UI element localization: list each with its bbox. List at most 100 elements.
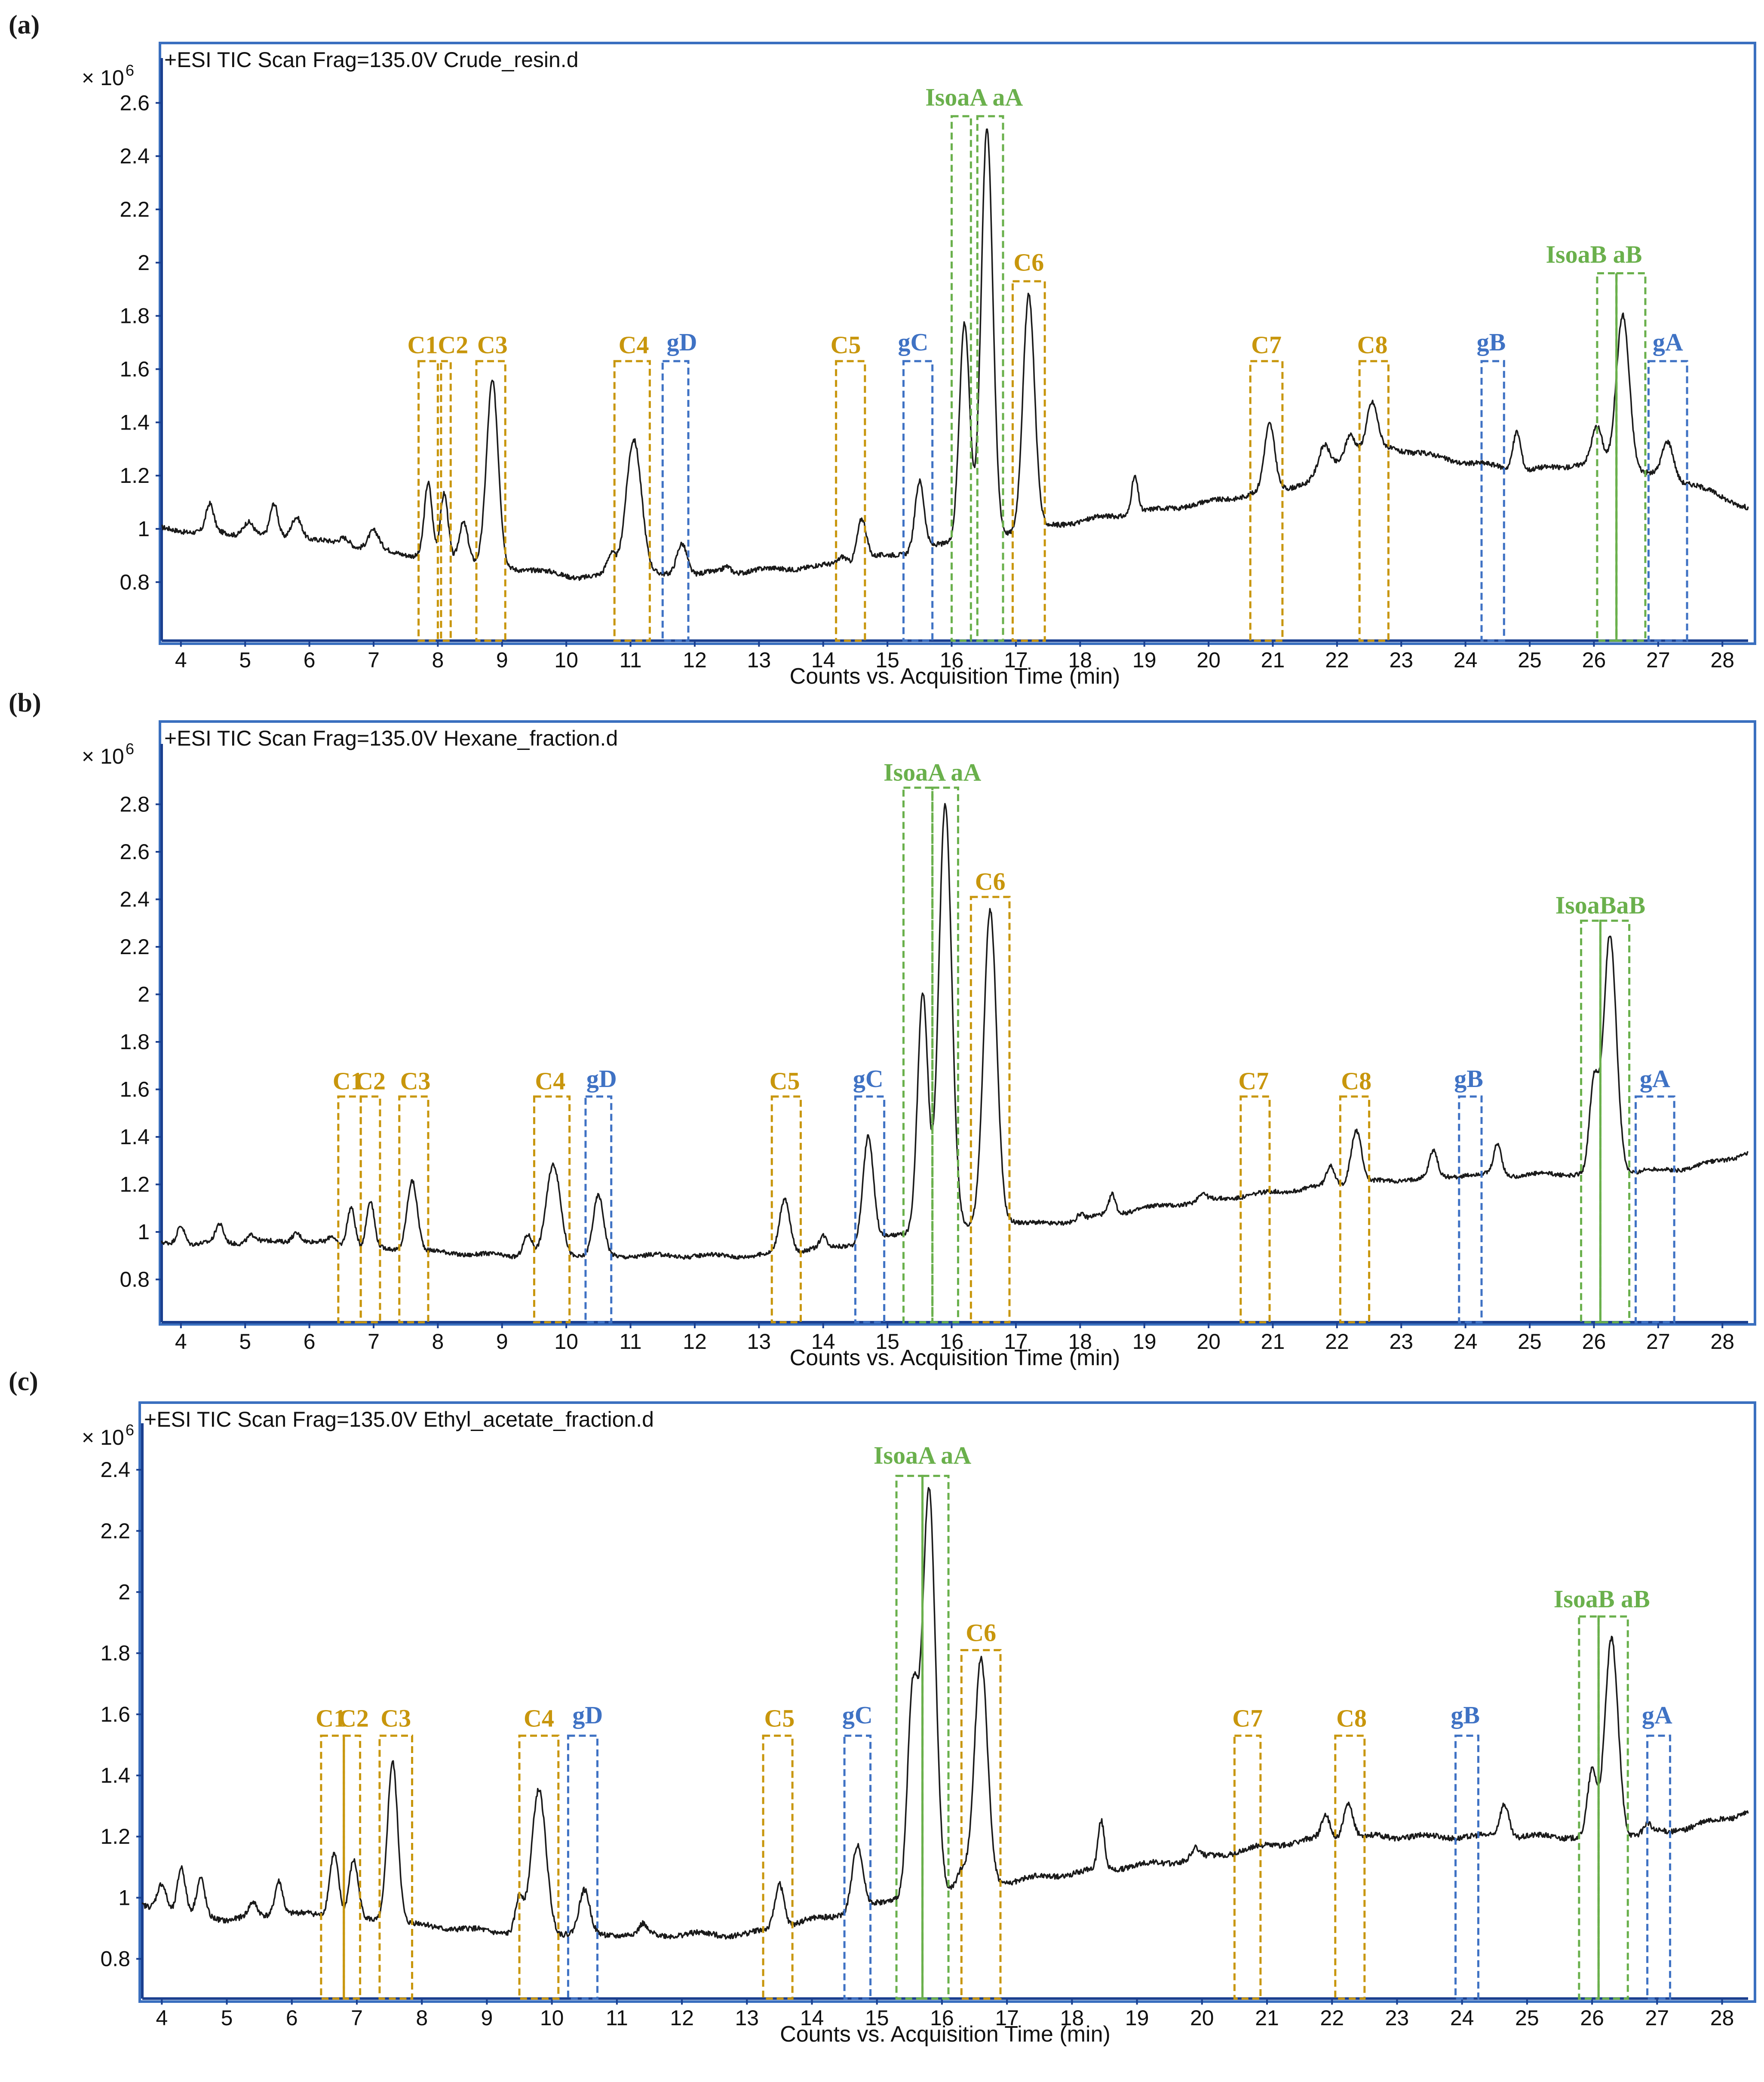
x-tick-label: 26: [1582, 1330, 1606, 1354]
x-tick-label: 5: [239, 1330, 251, 1354]
x-tick-label: 13: [735, 2006, 759, 2030]
peak-label: IsoaB aB: [1546, 240, 1642, 268]
x-tick-label: 25: [1518, 648, 1542, 672]
y-tick-label: 1.2: [120, 464, 150, 488]
peak-label: gA: [1640, 1065, 1670, 1093]
region-box-c7: [1249, 360, 1284, 642]
peak-label: IsoaBaB: [1555, 891, 1646, 919]
y-tick-label: 1.2: [120, 1173, 150, 1197]
region-box-gc: [843, 1735, 872, 2000]
x-tick-label: 26: [1580, 2006, 1604, 2030]
peak-label: C6: [1013, 248, 1044, 276]
peak-label: C5: [831, 331, 861, 359]
y-tick-label: 2.6: [120, 91, 150, 115]
region-box-c8: [1358, 360, 1390, 642]
x-tick-label: 6: [286, 2006, 298, 2030]
y-tick-label: 1: [138, 1220, 150, 1244]
y-tick-label: 1.4: [100, 1763, 130, 1787]
x-tick-label: 18: [1060, 2006, 1084, 2030]
peak-label: C4: [535, 1067, 565, 1095]
peak-label: C5: [770, 1067, 800, 1095]
x-tick-label: 18: [1068, 648, 1092, 672]
region-box-c7: [1233, 1735, 1262, 2000]
region-box-gd: [584, 1095, 613, 1324]
x-tick-label: 12: [683, 1330, 707, 1354]
peak-label: gC: [898, 328, 928, 356]
region-box-gc: [902, 360, 934, 642]
region-box-isoaa: [951, 115, 972, 642]
x-tick-label: 19: [1125, 2006, 1149, 2030]
peak-label: IsoaA aA: [925, 83, 1023, 111]
x-tick-label: 11: [620, 1330, 642, 1354]
region-box-ab: [1597, 1615, 1629, 2000]
peak-label: C6: [975, 867, 1006, 895]
panel-b: (b) +ESI TIC Scan Frag=135.0V Hexane_frac…: [9, 688, 1756, 1370]
region-box-gd: [661, 360, 690, 642]
x-tick-label: 5: [221, 2006, 233, 2030]
x-tick-label: 25: [1515, 2006, 1539, 2030]
peak-label: C4: [619, 331, 649, 359]
region-box-c4: [613, 360, 651, 642]
region-box-ga: [1647, 360, 1688, 642]
x-tick-label: 9: [496, 648, 508, 672]
region-box-aa: [976, 115, 1004, 642]
peak-label: gD: [586, 1065, 617, 1093]
region-box-gc: [854, 1095, 886, 1324]
x-tick-label: 22: [1325, 1330, 1349, 1354]
x-tick-label: 27: [1645, 2006, 1669, 2030]
peak-label: C8: [1336, 1704, 1367, 1732]
peak-label: IsoaA aA: [884, 758, 981, 786]
panel-tag-b: (b): [9, 688, 41, 718]
x-tick-label: 10: [554, 648, 578, 672]
plot-frame: [138, 1401, 1756, 2003]
peak-label: C8: [1357, 331, 1388, 359]
x-tick-label: 15: [875, 1330, 899, 1354]
x-tick-label: 21: [1261, 648, 1285, 672]
x-tick-label: 15: [865, 2006, 889, 2030]
y-multiplier-exponent: 6: [126, 740, 134, 758]
region-box-c1: [417, 360, 439, 642]
chart-title: +ESI TIC Scan Frag=135.0V Hexane_fractio…: [164, 726, 618, 750]
peak-label: gC: [842, 1701, 873, 1729]
x-tick-label: 4: [175, 1330, 187, 1354]
region-box-c2: [359, 1095, 381, 1324]
x-tick-label: 23: [1389, 648, 1413, 672]
peak-label: C1C2: [407, 331, 468, 359]
y-tick-label: 1.4: [120, 410, 150, 434]
chart-title: +ESI TIC Scan Frag=135.0V Ethyl_acetate_…: [144, 1407, 654, 1431]
x-tick-label: 20: [1190, 2006, 1214, 2030]
x-tick-label: 14: [811, 1330, 835, 1354]
y-tick-label: 2.4: [120, 144, 150, 168]
y-multiplier-exponent: 6: [126, 1421, 134, 1439]
x-tick-label: 25: [1518, 1330, 1542, 1354]
x-tick-label: 20: [1196, 648, 1221, 672]
peak-label: C2: [355, 1067, 386, 1095]
region-box-c3: [398, 1095, 429, 1324]
x-tick-label: 12: [670, 2006, 694, 2030]
x-tick-label: 19: [1132, 1330, 1157, 1354]
y-tick-label: 1: [118, 1885, 130, 1910]
x-tick-label: 15: [875, 648, 899, 672]
x-tick-label: 8: [432, 1330, 444, 1354]
region-box-aa: [931, 786, 959, 1324]
region-box-c6: [969, 896, 1011, 1324]
x-tick-label: 11: [620, 648, 642, 672]
peak-label: gA: [1642, 1701, 1672, 1729]
x-tick-label: 21: [1261, 1330, 1285, 1354]
peak-label: C2: [338, 1704, 369, 1732]
region-box-gd: [567, 1735, 599, 2000]
y-tick-label: 1.8: [120, 1030, 150, 1054]
x-tick-label: 18: [1068, 1330, 1092, 1354]
panel-tag-a: (a): [9, 10, 40, 40]
tic-trace: [141, 1487, 1749, 1940]
x-tick-label: 6: [304, 648, 316, 672]
peak-label: C7: [1232, 1704, 1263, 1732]
region-box-ga: [1646, 1735, 1672, 2000]
x-tick-label: 17: [1004, 1330, 1028, 1354]
y-tick-label: 2: [138, 251, 150, 275]
x-tick-label: 8: [416, 2006, 428, 2030]
region-box-c5: [835, 360, 866, 642]
x-tick-label: 27: [1646, 648, 1670, 672]
y-tick-label: 1.4: [120, 1125, 150, 1149]
region-box-gb: [1454, 1735, 1479, 2000]
